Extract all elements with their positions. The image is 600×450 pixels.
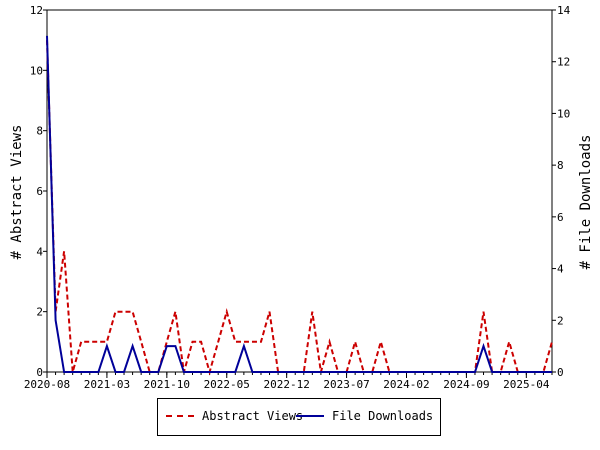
x-tick-label: 2023-07 [323, 378, 369, 391]
legend-item-abstract-views: Abstract Views [166, 409, 303, 423]
right-y-axis: 0 2 4 6 8 10 12 14 [552, 4, 571, 379]
legend-item-file-downloads: File Downloads [296, 409, 433, 423]
x-tick-label: 2022-12 [263, 378, 309, 391]
left-tick-label: 10 [30, 64, 43, 77]
left-tick-label: 8 [36, 125, 43, 138]
x-tick-label: 2022-05 [204, 378, 250, 391]
legend-label-file-downloads: File Downloads [332, 409, 434, 423]
x-tick-label: 2021-03 [84, 378, 130, 391]
x-tick-label: 2020-08 [24, 378, 70, 391]
x-tick-label: 2024-02 [383, 378, 429, 391]
plot-frame [46, 9, 553, 373]
legend-label-abstract-views: Abstract Views [202, 409, 304, 423]
right-tick-label: 2 [557, 314, 564, 327]
series-line-abstract-views [46, 40, 553, 376]
series-line-file-downloads [46, 35, 552, 373]
right-tick-label: 10 [557, 107, 570, 120]
right-tick-label: 14 [557, 4, 571, 17]
legend: Abstract Views File Downloads [157, 398, 441, 436]
left-tick-label: 2 [36, 306, 43, 319]
x-tick-label: 2025-04 [503, 378, 550, 391]
right-tick-label: 0 [557, 366, 564, 379]
right-tick-label: 4 [557, 263, 564, 276]
x-tick-label: 2024-09 [443, 378, 489, 391]
right-tick-label: 12 [557, 56, 570, 69]
left-tick-label: 0 [36, 366, 43, 379]
left-y-axis: 0 2 4 6 8 10 12 [30, 4, 47, 379]
right-axis-title: # File Downloads [578, 135, 594, 270]
legend-swatch-abstract-views [166, 415, 194, 417]
legend-swatch-file-downloads [296, 415, 324, 417]
x-tick-label: 2021-10 [144, 378, 190, 391]
series-group [46, 35, 553, 376]
right-tick-label: 8 [557, 159, 564, 172]
right-tick-label: 6 [557, 211, 564, 224]
left-tick-label: 6 [36, 185, 43, 198]
plot-area [46, 9, 553, 373]
left-tick-label: 4 [36, 245, 43, 258]
left-axis-title: # Abstract Views [9, 125, 25, 260]
x-axis: 2020-08 2021-03 2021-10 2022-05 2022-12 2023-… [24, 372, 553, 391]
left-tick-label: 12 [30, 4, 43, 17]
